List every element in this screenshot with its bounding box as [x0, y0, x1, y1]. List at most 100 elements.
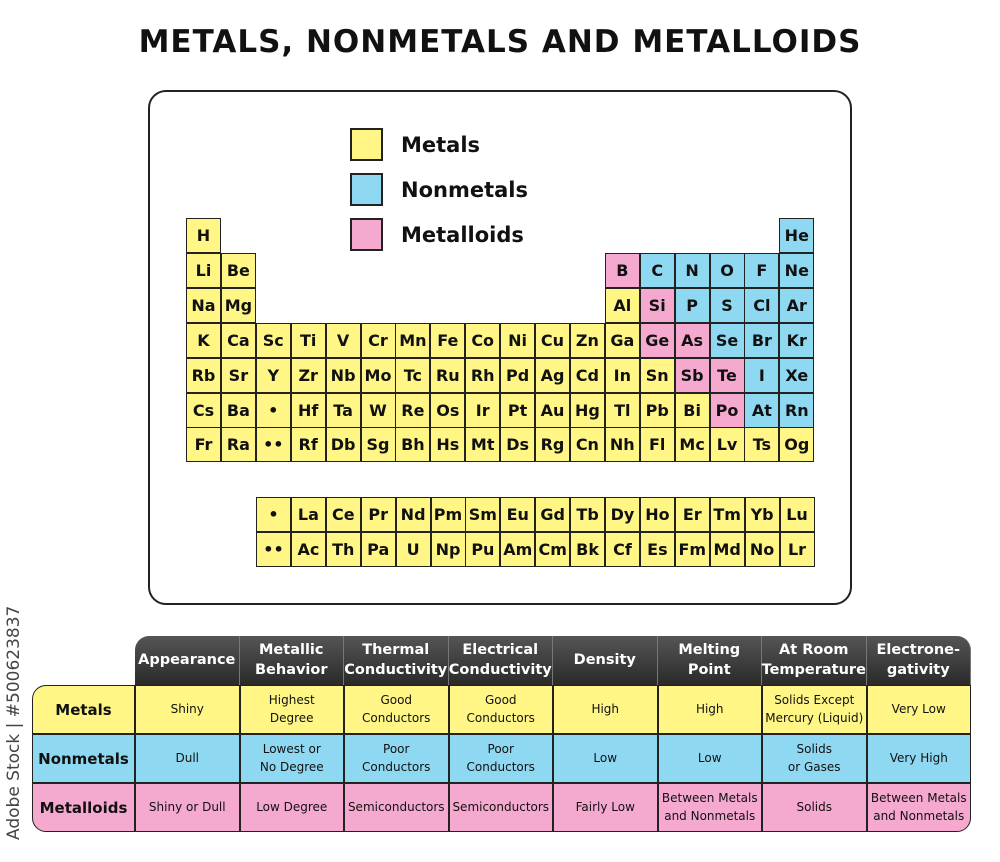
row-label: Metals — [32, 685, 135, 734]
element-cell: Ce — [325, 497, 361, 532]
element-cell: K — [186, 322, 221, 358]
element-cell: P — [674, 287, 710, 323]
table-cell: Poor Conductors — [448, 734, 553, 783]
element-cell: Y — [255, 357, 291, 393]
legend-label: Metals — [401, 132, 481, 157]
table-cell: Highest Degree — [239, 685, 344, 734]
row-label: Nonmetals — [32, 734, 135, 783]
element-cell: Cd — [569, 357, 605, 393]
element-cell: As — [674, 322, 710, 358]
element-cell: Eu — [500, 497, 536, 532]
element-cell: Ge — [639, 322, 675, 358]
element-cell: Se — [709, 322, 745, 358]
element-cell: Pr — [360, 497, 396, 532]
element-cell: Ds — [500, 427, 536, 463]
element-cell: Sn — [639, 357, 675, 393]
element-cell: In — [604, 357, 640, 393]
element-cell: U — [395, 532, 431, 567]
element-cell: Db — [325, 427, 361, 463]
element-cell: Rf — [290, 427, 326, 463]
element-cell: Lu — [779, 497, 815, 532]
element-cell: Ac — [290, 532, 326, 567]
element-cell: Ca — [220, 322, 256, 358]
element-cell: Md — [709, 532, 745, 567]
element-cell: Br — [744, 322, 780, 358]
element-cell: Na — [186, 287, 221, 323]
watermark: Adobe Stock | #500623837 — [4, 605, 24, 840]
element-cell: Th — [325, 532, 361, 567]
table-cell: Very Low — [866, 685, 971, 734]
element-cell: W — [360, 392, 396, 428]
element-cell: Mn — [395, 322, 431, 358]
table-cell: Between Metals and Nonmetals — [657, 783, 762, 832]
element-cell: • — [256, 497, 291, 532]
table-cell: Fairly Low — [553, 783, 658, 832]
element-cell: S — [709, 287, 745, 323]
element-cell: Ho — [639, 497, 675, 532]
element-cell: Ag — [535, 357, 570, 393]
element-cell: Pt — [500, 392, 536, 428]
element-cell: Sg — [360, 427, 396, 463]
element-cell: Lv — [709, 427, 745, 463]
element-cell: Rg — [535, 427, 570, 463]
element-cell: Ti — [290, 322, 326, 358]
element-cell: Cf — [605, 532, 640, 567]
table-cell: Dull — [135, 734, 240, 783]
column-header: Electrical Conductivity — [448, 636, 553, 685]
element-cell: Ni — [500, 322, 536, 358]
element-cell: Yb — [744, 497, 780, 532]
element-cell: Ga — [604, 322, 640, 358]
element-cell: Fe — [430, 322, 466, 358]
element-cell: Gd — [535, 497, 571, 532]
element-cell: Rh — [465, 357, 501, 393]
element-cell: Mt — [465, 427, 501, 463]
element-cell: Zr — [290, 357, 326, 393]
legend-swatch — [350, 128, 383, 161]
legend-label: Nonmetals — [401, 177, 528, 202]
element-cell: Bh — [395, 427, 431, 463]
element-cell: Po — [709, 392, 745, 428]
element-cell: Cs — [186, 392, 221, 428]
legend-item: Metalloids — [350, 218, 524, 251]
column-header: Electrone- gativity — [866, 636, 971, 685]
element-cell: •• — [255, 427, 291, 463]
element-cell: Pm — [430, 497, 466, 532]
element-cell: Fr — [186, 427, 221, 463]
element-cell: Ne — [779, 252, 815, 288]
element-cell: Cn — [569, 427, 605, 463]
table-cell: Solids — [762, 783, 867, 832]
table-cell: Good Conductors — [344, 685, 449, 734]
element-cell: Si — [639, 287, 675, 323]
table-cell: High — [553, 685, 658, 734]
element-cell: Al — [604, 287, 640, 323]
element-cell: Ta — [325, 392, 361, 428]
element-cell: He — [779, 218, 815, 253]
element-cell: Xe — [779, 357, 815, 393]
table-cell: Very High — [866, 734, 971, 783]
element-cell: Fl — [639, 427, 675, 463]
page-title: METALS, NONMETALS AND METALLOIDS — [138, 24, 862, 60]
element-cell: Es — [639, 532, 675, 567]
element-cell: N — [674, 252, 710, 288]
element-cell: Rb — [186, 357, 221, 393]
element-cell: Np — [430, 532, 466, 567]
table-cell: Good Conductors — [448, 685, 553, 734]
element-cell: F — [744, 252, 780, 288]
element-cell: Kr — [779, 322, 815, 358]
element-cell: Ir — [465, 392, 501, 428]
element-cell: • — [255, 392, 291, 428]
element-cell: Nb — [325, 357, 361, 393]
element-cell: Dy — [605, 497, 640, 532]
element-cell: Lr — [779, 532, 815, 567]
element-cell: Hg — [569, 392, 605, 428]
table-cell: Solids Except Mercury (Liquid) — [762, 685, 867, 734]
element-cell: Tb — [570, 497, 606, 532]
element-cell: At — [744, 392, 780, 428]
legend-swatch — [350, 173, 383, 206]
table-cell: Solids or Gases — [762, 734, 867, 783]
table-cell: High — [657, 685, 762, 734]
element-cell: Pd — [500, 357, 536, 393]
column-header: Density — [553, 636, 658, 685]
element-cell: Ts — [744, 427, 780, 463]
column-header: Metallic Behavior — [239, 636, 344, 685]
